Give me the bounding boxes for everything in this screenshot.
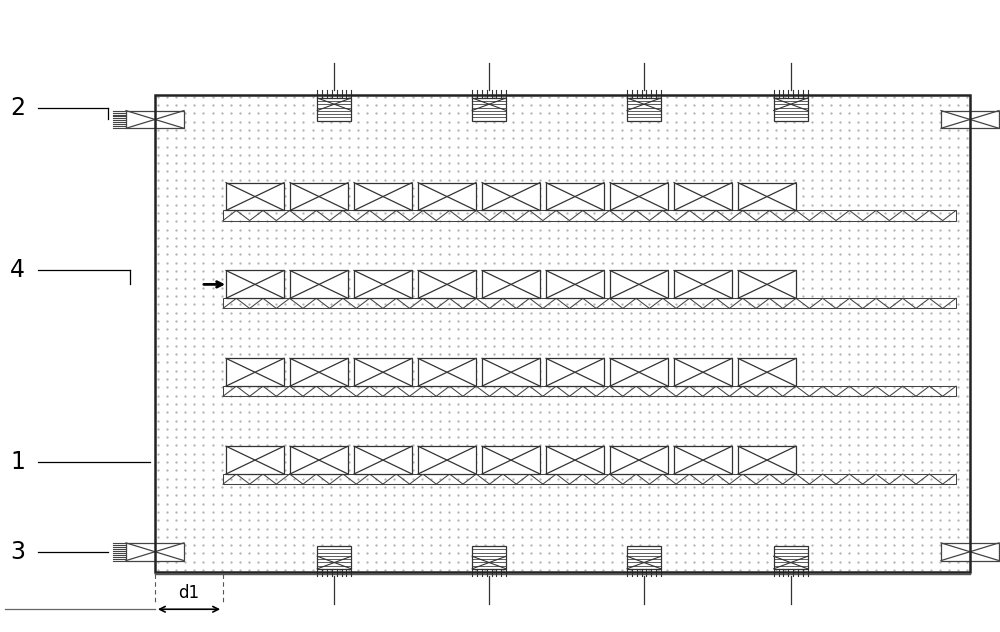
Bar — [674, 183, 732, 210]
Bar — [482, 183, 540, 210]
Bar — [738, 183, 796, 210]
Text: 1: 1 — [10, 450, 25, 474]
Text: 2: 2 — [10, 96, 25, 120]
Bar — [774, 546, 808, 569]
Bar — [290, 446, 348, 474]
Bar — [290, 270, 348, 298]
Bar — [472, 546, 506, 569]
Bar — [226, 270, 284, 298]
Bar — [482, 270, 540, 298]
Bar — [546, 183, 604, 210]
Bar — [226, 358, 284, 386]
Bar — [482, 446, 540, 474]
Bar — [738, 358, 796, 386]
Bar — [223, 386, 956, 396]
Bar — [155, 95, 970, 572]
Bar — [610, 446, 668, 474]
Bar — [674, 270, 732, 298]
Bar — [482, 358, 540, 386]
Text: d1: d1 — [178, 585, 200, 602]
Bar — [418, 270, 476, 298]
Bar — [610, 270, 668, 298]
Bar — [226, 446, 284, 474]
Bar — [317, 98, 351, 121]
Bar — [472, 98, 506, 121]
Bar — [610, 183, 668, 210]
Bar — [226, 183, 284, 210]
Bar — [354, 446, 412, 474]
Bar — [223, 474, 956, 484]
Bar — [418, 183, 476, 210]
Bar — [354, 183, 412, 210]
Bar — [126, 111, 184, 128]
Bar — [126, 543, 184, 561]
Bar — [546, 358, 604, 386]
Bar — [627, 546, 661, 569]
Bar — [223, 210, 956, 221]
Bar — [317, 546, 351, 569]
Bar — [290, 358, 348, 386]
Bar — [738, 446, 796, 474]
Bar — [738, 270, 796, 298]
Bar — [354, 358, 412, 386]
Bar — [546, 446, 604, 474]
Text: 4: 4 — [10, 258, 25, 283]
Bar — [674, 358, 732, 386]
Bar — [546, 270, 604, 298]
Bar — [418, 358, 476, 386]
Bar — [290, 183, 348, 210]
Bar — [674, 446, 732, 474]
Bar — [627, 98, 661, 121]
Bar — [354, 270, 412, 298]
Bar — [610, 358, 668, 386]
Bar — [418, 446, 476, 474]
Bar — [941, 543, 999, 561]
Bar — [774, 98, 808, 121]
Bar — [223, 298, 956, 308]
Text: 3: 3 — [10, 540, 25, 564]
Bar — [941, 111, 999, 128]
